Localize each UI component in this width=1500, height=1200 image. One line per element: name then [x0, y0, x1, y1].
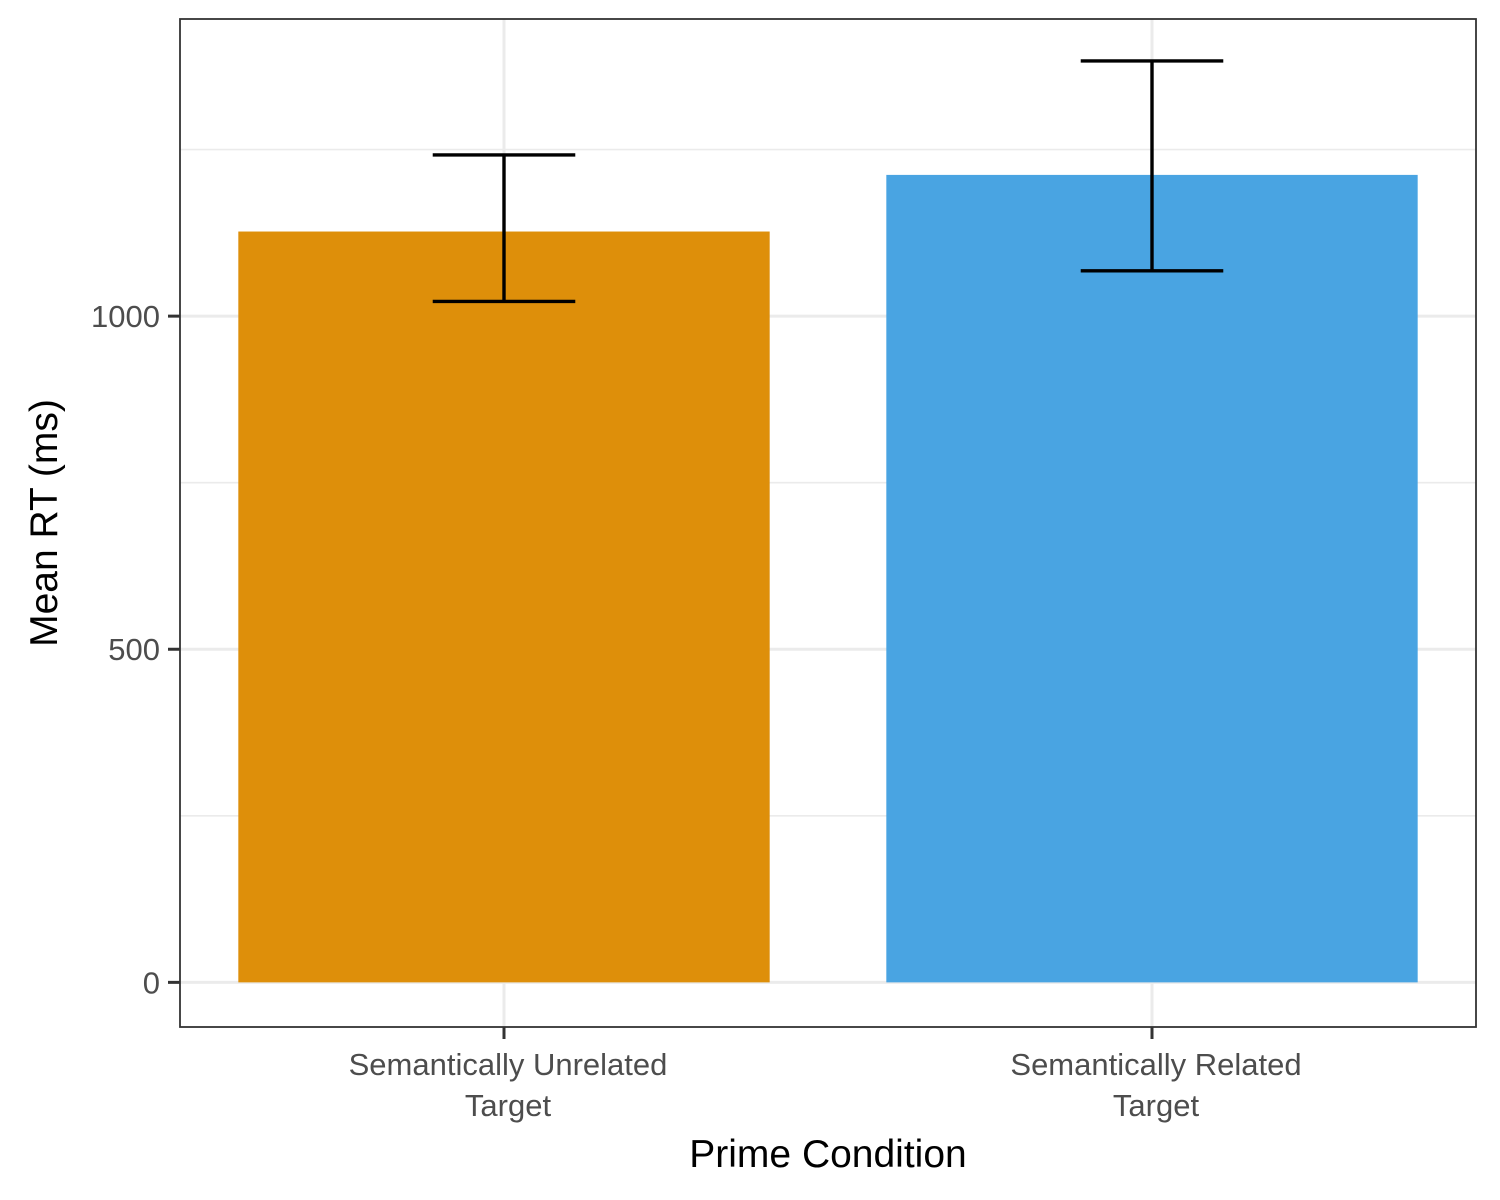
x-tick-label: Target [1113, 1088, 1200, 1123]
x-tick-label: Semantically Unrelated [349, 1047, 668, 1082]
x-tick-label: Semantically Related [1010, 1047, 1301, 1082]
y-tick-label: 1000 [91, 299, 160, 334]
bars [238, 174, 1418, 983]
x-axis: Semantically Unrelated Target Semantically… [349, 1027, 1302, 1123]
x-axis-title: Prime Condition [689, 1133, 966, 1176]
bar [238, 231, 770, 983]
y-tick-label: 0 [143, 965, 160, 1000]
y-axis-title: Mean RT (ms) [23, 399, 66, 647]
x-tick-label: Target [465, 1088, 552, 1123]
plot-panel-border [179, 18, 1477, 1028]
bar [886, 174, 1418, 983]
error-bars [432, 59, 1224, 304]
y-axis: 0 500 1000 [91, 299, 180, 1000]
y-tick-label: 500 [108, 632, 160, 667]
